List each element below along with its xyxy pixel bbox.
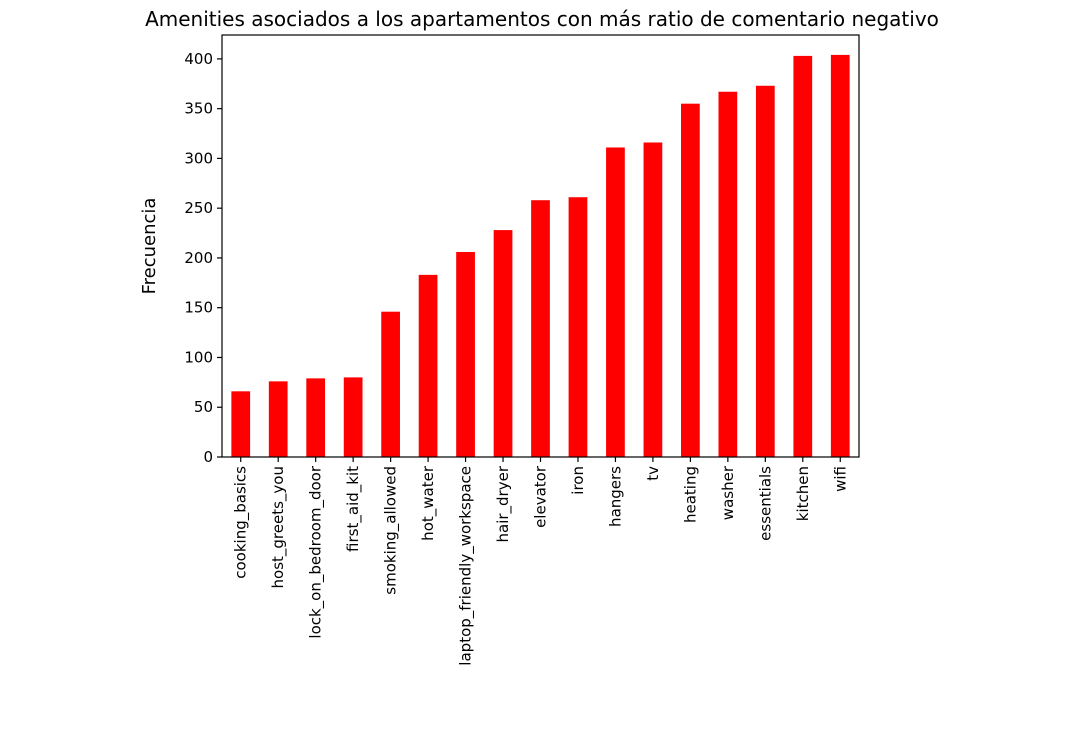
x-tick-label: hangers bbox=[606, 466, 624, 527]
bars bbox=[231, 54, 850, 458]
y-tick-label: 250 bbox=[184, 199, 213, 217]
y-axis-label: Frecuencia bbox=[139, 198, 160, 295]
x-tick-label: washer bbox=[719, 465, 737, 520]
bar-laptop-friendly-workspace bbox=[456, 251, 475, 457]
y-axis-ticks: 0 50 100 150 200 250 300 350 400 bbox=[184, 50, 222, 466]
bar-host-greets-you bbox=[268, 381, 288, 457]
y-tick-label: 50 bbox=[194, 398, 213, 416]
bar-smoking-allowed bbox=[381, 311, 400, 457]
y-tick-label: 200 bbox=[184, 249, 213, 267]
x-tick-label: laptop_friendly_workspace bbox=[457, 466, 476, 666]
y-tick-label: 100 bbox=[184, 348, 213, 366]
x-tick-label: first_aid_kit bbox=[344, 466, 363, 552]
y-tick-label: 0 bbox=[203, 448, 213, 466]
bar-essentials bbox=[755, 85, 775, 458]
y-tick-label: 150 bbox=[184, 299, 213, 317]
bar-kitchen bbox=[793, 55, 813, 458]
x-tick-label: elevator bbox=[532, 465, 550, 528]
y-tick-label: 300 bbox=[184, 149, 213, 167]
x-tick-label: iron bbox=[569, 466, 587, 495]
y-tick-label: 350 bbox=[184, 100, 213, 118]
bar-iron bbox=[568, 197, 588, 457]
x-axis-ticks: cooking_basics host_greets_you lock_on_bed… bbox=[232, 457, 849, 666]
x-tick-label: kitchen bbox=[794, 466, 812, 521]
x-tick-label: heating bbox=[681, 466, 699, 523]
bar-cooking-basics bbox=[231, 391, 251, 457]
x-tick-label: wifi bbox=[831, 466, 849, 492]
x-tick-label: cooking_basics bbox=[232, 466, 251, 579]
bar-heating bbox=[681, 103, 700, 457]
x-tick-label: essentials bbox=[756, 466, 774, 541]
bar-lock-on-bedroom-door bbox=[306, 378, 326, 457]
bar-wifi bbox=[830, 54, 850, 457]
bar-hot-water bbox=[418, 274, 438, 457]
bar-washer bbox=[718, 91, 738, 457]
bar-hair-dryer bbox=[493, 230, 513, 457]
y-tick-label: 400 bbox=[184, 50, 213, 68]
x-tick-label: tv bbox=[644, 466, 662, 481]
x-tick-label: hair_dryer bbox=[494, 465, 513, 542]
x-tick-label: smoking_allowed bbox=[382, 466, 401, 595]
x-tick-label: host_greets_you bbox=[269, 466, 288, 588]
chart-title: Amenities asociados a los apartamentos c… bbox=[145, 7, 939, 31]
x-tick-label: lock_on_bedroom_door bbox=[307, 465, 326, 638]
plot-area-frame bbox=[221, 34, 860, 458]
bar-elevator bbox=[531, 200, 550, 457]
x-tick-label: hot_water bbox=[419, 465, 438, 541]
bar-hangers bbox=[606, 147, 625, 457]
bar-first-aid-kit bbox=[343, 377, 363, 457]
bar-tv bbox=[643, 142, 663, 457]
